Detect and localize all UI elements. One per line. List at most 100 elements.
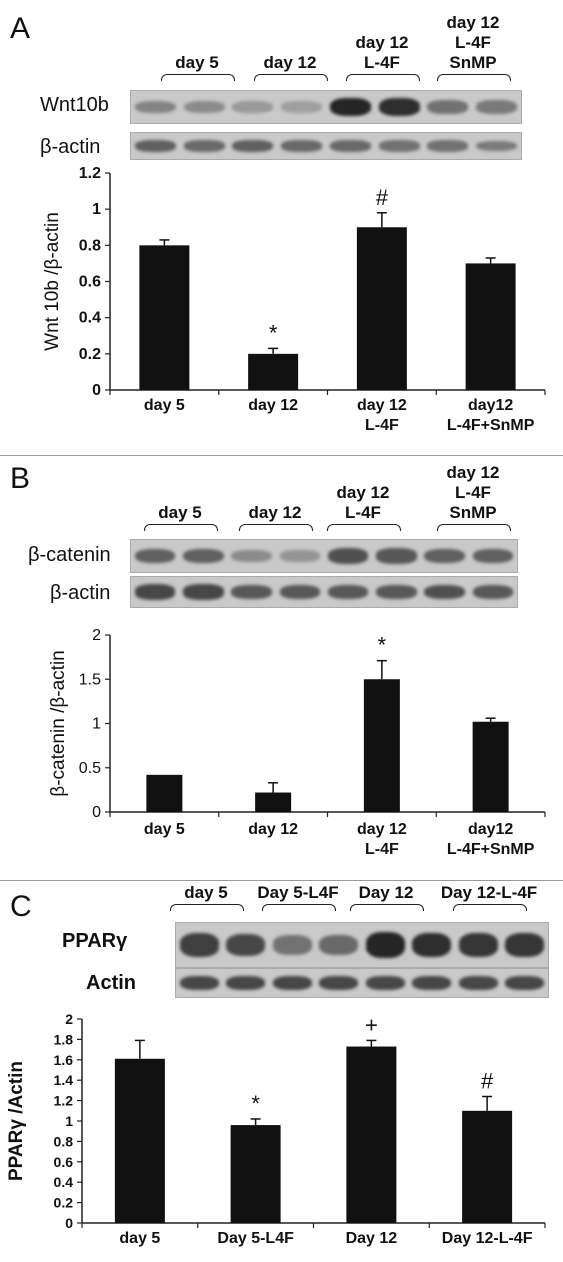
- y-tick-label: 2: [92, 627, 101, 644]
- blot-band: [458, 975, 498, 991]
- lane-brace: [437, 74, 511, 81]
- blot-band: [427, 100, 469, 114]
- blot-band: [179, 975, 219, 991]
- y-tick-label: 1: [92, 201, 101, 218]
- blot-band: [232, 139, 274, 153]
- significance-marker: +: [365, 1012, 378, 1037]
- blot-label-beta-catenin: β-catenin: [28, 544, 111, 566]
- y-tick-label: 0.8: [54, 1133, 74, 1149]
- blot-band: [458, 933, 498, 957]
- y-axis-label: PPARγ /Actin: [6, 1061, 27, 1181]
- panel-letter: B: [10, 462, 31, 495]
- blot-band: [279, 584, 321, 600]
- blot-band: [231, 549, 272, 563]
- blot-band: [365, 975, 405, 991]
- western-blot-ppar-gamma: [175, 922, 549, 968]
- blot-band: [232, 101, 274, 113]
- lane-brace: [254, 74, 328, 81]
- panel-letter: A: [10, 12, 31, 45]
- blot-band: [412, 975, 452, 991]
- blot-band: [183, 548, 224, 564]
- x-tick-label: L-4F+SnMP: [447, 417, 535, 434]
- blot-band: [272, 935, 312, 955]
- lane-brace: [239, 524, 313, 531]
- bar: [465, 263, 516, 390]
- blot-band: [319, 975, 359, 991]
- blot-band: [179, 933, 219, 957]
- significance-marker: *: [251, 1091, 260, 1116]
- y-tick-label: 0.2: [79, 346, 101, 363]
- lane-group-label: day 12 L-4F SnMP: [446, 463, 500, 522]
- y-tick-label: 0.4: [54, 1174, 74, 1190]
- lane-brace: [170, 904, 244, 911]
- y-tick-label: 0.6: [79, 274, 101, 291]
- lane-group-label: day 12 L-4F: [355, 33, 409, 72]
- blot-band: [472, 548, 514, 564]
- blot-band: [365, 932, 405, 958]
- lane-group-label: day 12: [248, 503, 302, 522]
- blot-label-beta-actin: β-actin: [40, 136, 101, 158]
- blot-band: [472, 584, 514, 600]
- lane-brace: [144, 524, 218, 531]
- blot-label-wnt10b: Wnt10b: [40, 94, 109, 116]
- significance-marker: *: [378, 633, 387, 658]
- western-blot-actin: [175, 968, 549, 998]
- western-blot-beta-actin: [130, 132, 522, 160]
- bar: [230, 1125, 281, 1223]
- blot-band: [424, 584, 465, 600]
- panel-divider: [0, 880, 563, 881]
- y-tick-label: 0.4: [79, 310, 101, 327]
- western-blot-beta-catenin: [130, 539, 518, 573]
- y-tick-label: 1: [92, 716, 101, 733]
- blot-band: [378, 98, 420, 116]
- blot-band: [226, 933, 266, 957]
- significance-marker: #: [376, 185, 389, 210]
- lane-group-label: day 5: [175, 53, 219, 72]
- y-tick-label: 1.2: [79, 165, 101, 182]
- lane-brace: [161, 74, 235, 81]
- bar: [139, 245, 190, 390]
- y-tick-label: 0.6: [54, 1154, 74, 1170]
- lane-group-label: day 5: [158, 503, 202, 522]
- y-tick-label: 0.8: [79, 237, 101, 254]
- blot-band: [378, 140, 420, 152]
- blot-band: [134, 548, 176, 564]
- x-tick-label: L-4F+SnMP: [447, 841, 535, 858]
- blot-band: [281, 101, 323, 113]
- blot-band: [183, 140, 225, 152]
- y-axis-label: β-catenin /β-actin: [48, 650, 69, 796]
- y-tick-label: 1: [65, 1113, 73, 1129]
- blot-band: [376, 584, 417, 600]
- lane-group-label: Day 5-L4F: [257, 883, 339, 902]
- y-tick-label: 0.2: [54, 1195, 74, 1211]
- lane-brace: [327, 524, 401, 531]
- bar: [356, 227, 407, 390]
- y-tick-label: 1.5: [79, 671, 101, 688]
- blot-band: [319, 935, 359, 955]
- lane-group-label: Day 12: [358, 883, 414, 902]
- x-tick-label: L-4F: [365, 841, 399, 858]
- blot-band: [226, 975, 266, 991]
- y-tick-label: 0: [92, 804, 101, 821]
- y-tick-label: 0.5: [79, 760, 101, 777]
- y-tick-label: 0: [65, 1215, 73, 1231]
- bar: [462, 1110, 513, 1223]
- y-axis-label: Wnt 10b /β-actin: [42, 212, 63, 351]
- blot-label-ppar-gamma: PPARγ: [62, 930, 128, 952]
- blot-band: [427, 140, 469, 152]
- western-blot-wnt10b: [130, 90, 522, 124]
- bar: [114, 1058, 165, 1223]
- bar-chart-wnt10b: 0 0.2 0.4 0.6 0.8 1 1.2 day 5 * day 12 # day 12 L-4F…: [42, 165, 546, 434]
- bar: [248, 353, 299, 390]
- significance-marker: *: [269, 320, 278, 345]
- bar-chart-beta-catenin: 0 0.5 1 1.5 2 day 5 day 12 * day 12 L-4F day12 L-4F…: [48, 627, 546, 858]
- lane-group-label: day 12: [263, 53, 317, 72]
- blot-band: [327, 548, 369, 564]
- lane-group-label: day 5: [184, 883, 228, 902]
- lane-group-label: Day 12-L-4F: [440, 883, 538, 902]
- x-tick-label: day12: [468, 821, 513, 838]
- blot-band: [183, 100, 225, 114]
- x-tick-label: day 5: [144, 397, 185, 414]
- x-tick-label: Day 12-L-4F: [442, 1230, 533, 1247]
- y-tick-label: 0: [92, 382, 101, 399]
